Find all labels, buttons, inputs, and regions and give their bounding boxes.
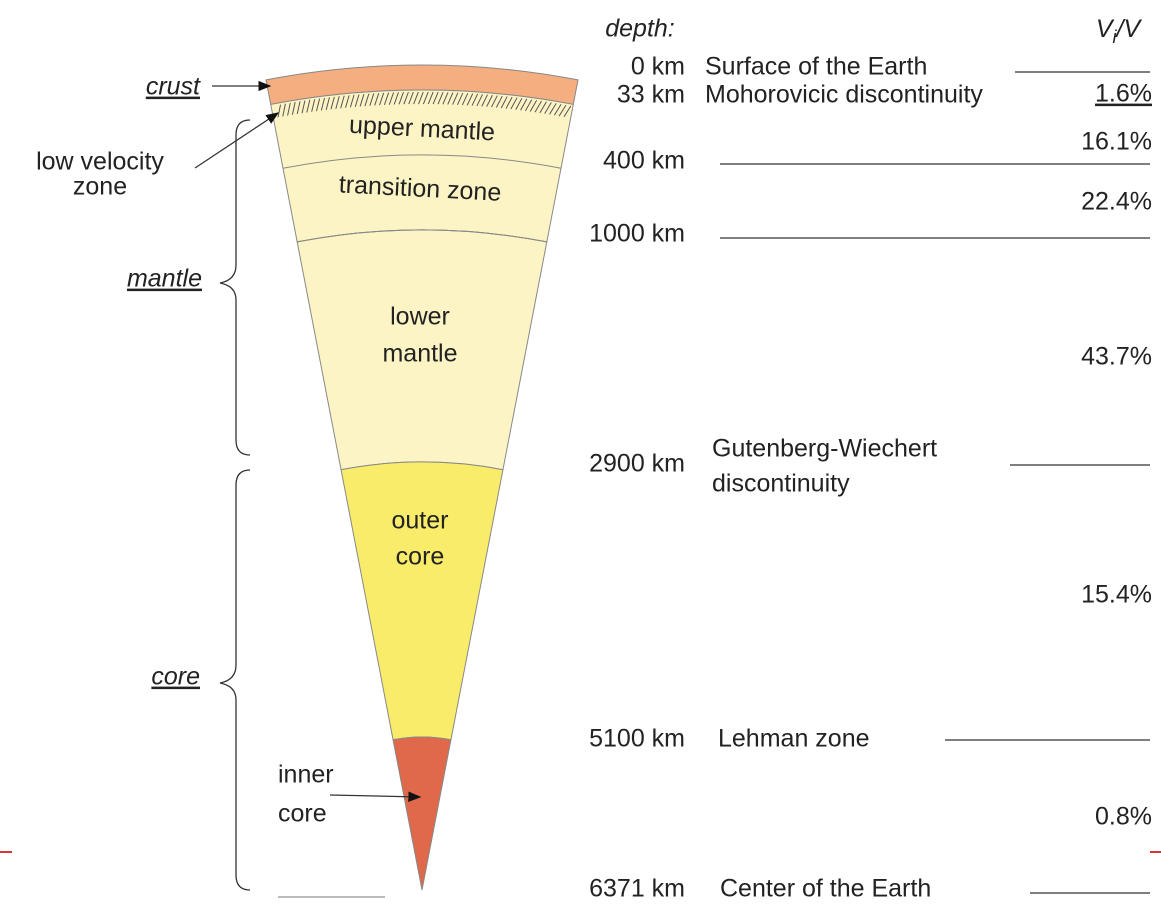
fraction: 43.7% xyxy=(1081,343,1152,371)
layer-label: mantle xyxy=(382,340,457,368)
depth: 33 km xyxy=(617,81,685,109)
depth-name: Center of the Earth xyxy=(720,875,931,903)
earth-diagram: depth: Vi/V crust low velocity zone mant… xyxy=(0,0,1161,906)
core-label: core xyxy=(151,663,200,691)
layer-label: lower xyxy=(390,303,450,331)
fraction: 22.4% xyxy=(1081,188,1152,216)
depth-name: Gutenberg-Wiechert xyxy=(712,435,937,463)
depth: 1000 km xyxy=(589,220,685,248)
depth: 5100 km xyxy=(589,725,685,753)
depth: 6371 km xyxy=(589,875,685,903)
lvz-label: zone xyxy=(73,173,127,201)
depth: 2900 km xyxy=(589,450,685,478)
mantle-label: mantle xyxy=(127,265,202,293)
ratio-header: Vi/V xyxy=(1096,15,1143,47)
fraction: 16.1% xyxy=(1081,128,1152,156)
depth-name: Surface of the Earth xyxy=(705,53,927,81)
depth-name: Lehman zone xyxy=(718,725,870,753)
inner-core xyxy=(393,737,451,890)
inner-core-label: inner xyxy=(278,761,334,789)
depth: 0 km xyxy=(631,53,685,81)
fraction: 1.6% xyxy=(1095,80,1152,108)
depth-name: Mohorovicic discontinuity xyxy=(705,81,983,109)
layer-label: core xyxy=(396,543,445,571)
depth-name: discontinuity xyxy=(712,470,850,498)
layer-label: outer xyxy=(392,507,449,535)
brace xyxy=(220,120,250,455)
outer-core xyxy=(341,462,503,740)
crust-label: crust xyxy=(146,73,201,101)
lvz-label: low velocity xyxy=(36,148,164,176)
depth-header: depth: xyxy=(605,15,675,43)
depth: 400 km xyxy=(603,147,685,175)
ratio-tail: /V xyxy=(1115,15,1143,43)
inner-core-label: core xyxy=(278,800,327,828)
brace xyxy=(220,470,250,890)
fraction: 0.8% xyxy=(1095,803,1152,831)
fraction: 15.4% xyxy=(1081,581,1152,609)
mantle-upper xyxy=(271,90,574,242)
